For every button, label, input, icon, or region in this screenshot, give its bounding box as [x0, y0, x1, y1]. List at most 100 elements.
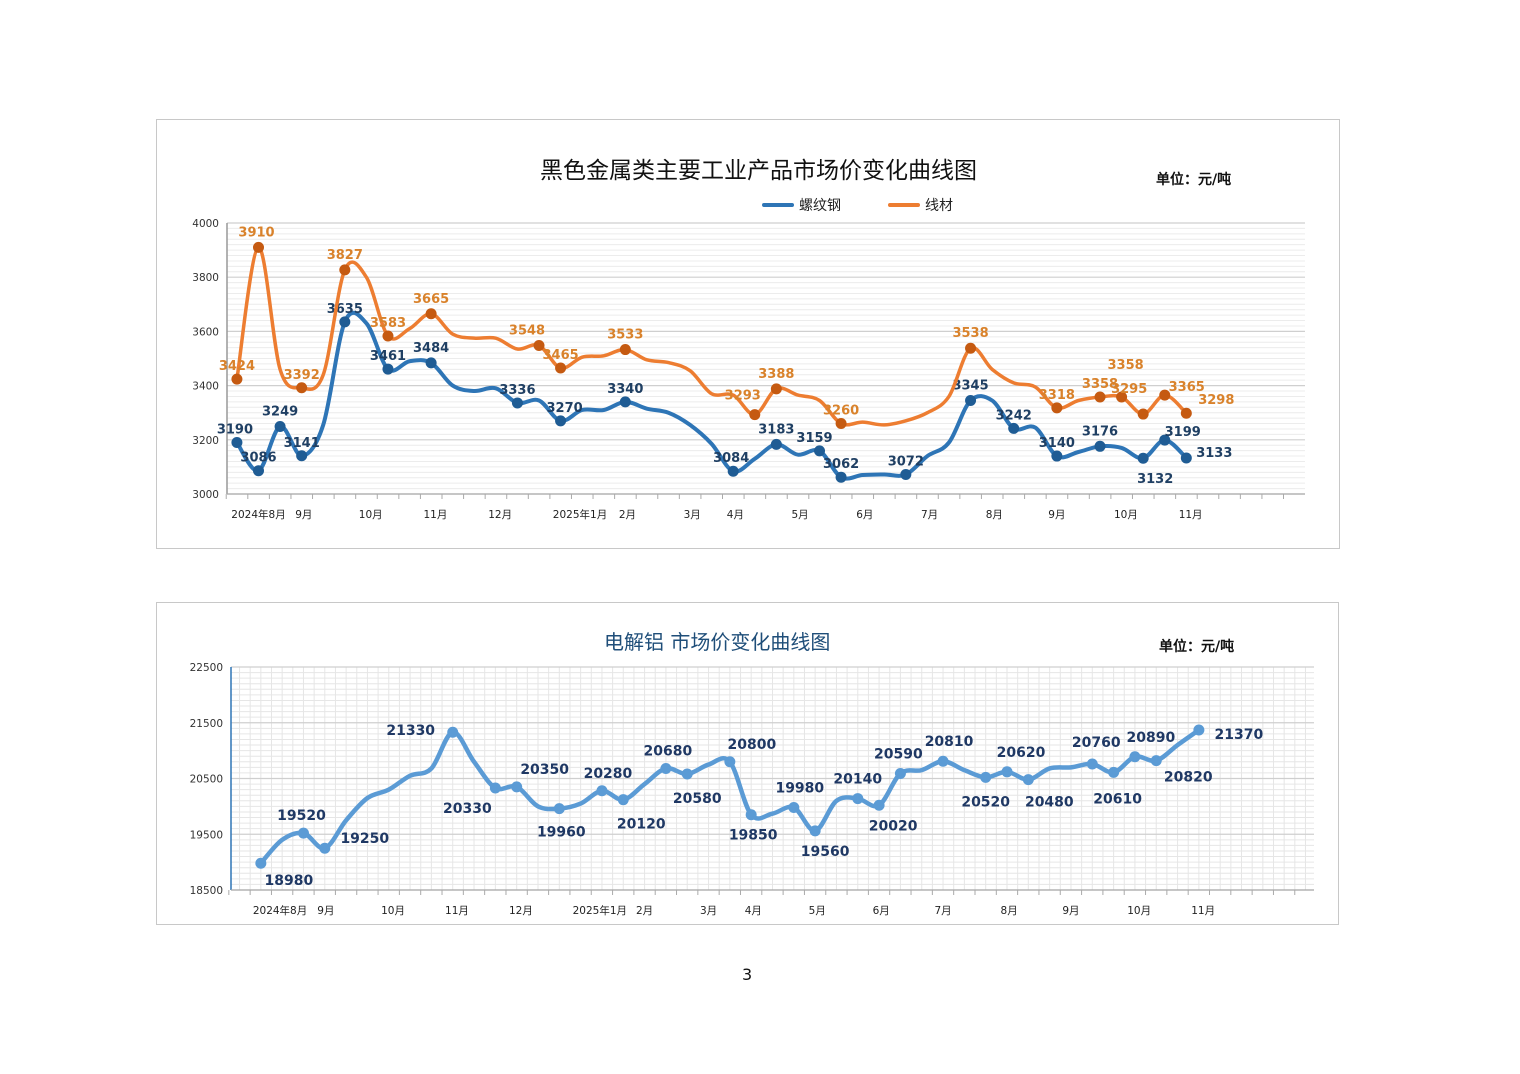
data-point-marker	[1159, 434, 1171, 446]
x-tick-label: 9月	[1048, 509, 1065, 521]
unit-label: 单位：元/吨	[1159, 639, 1235, 655]
data-label: 20020	[869, 818, 918, 834]
data-point-marker	[319, 842, 331, 854]
data-label: 19960	[537, 825, 586, 841]
data-label: 19850	[729, 828, 778, 844]
x-tick-label: 12月	[509, 905, 533, 917]
data-label: 3538	[952, 326, 988, 341]
data-label: 3665	[413, 292, 449, 307]
data-point-marker	[555, 415, 567, 427]
data-point-marker	[1094, 391, 1106, 403]
data-point-marker	[1159, 389, 1171, 401]
data-point-marker	[511, 781, 523, 793]
data-point-marker	[937, 755, 949, 767]
data-point-marker	[617, 794, 629, 806]
data-point-marker	[852, 793, 864, 805]
data-label: 3249	[262, 405, 298, 420]
data-label: 3295	[1111, 382, 1147, 397]
legend-item-wire-rod: 线材	[888, 195, 953, 215]
data-label: 20680	[644, 743, 693, 759]
data-label: 3392	[284, 368, 320, 383]
data-point-marker	[296, 382, 308, 394]
data-label: 20280	[584, 766, 633, 782]
data-label: 3365	[1169, 380, 1205, 395]
data-label: 3242	[996, 408, 1032, 423]
x-tick-label: 5月	[791, 509, 808, 521]
data-point-marker	[1137, 408, 1149, 420]
data-point-marker	[231, 437, 243, 449]
data-point-marker	[1001, 766, 1013, 778]
data-label: 3318	[1039, 388, 1075, 403]
data-label: 3484	[413, 341, 449, 356]
data-point-marker	[724, 756, 736, 768]
data-label: 3910	[238, 225, 274, 240]
data-label: 21370	[1215, 727, 1264, 743]
data-label: 20580	[673, 791, 722, 807]
data-point-marker	[297, 827, 309, 839]
y-tick-label: 3600	[192, 326, 219, 338]
x-tick-label: 12月	[488, 509, 512, 521]
chart-title: 黑色金属类主要工业产品市场价变化曲线图	[540, 158, 977, 184]
x-tick-label: 9月	[295, 509, 312, 521]
data-label: 20890	[1127, 730, 1176, 746]
x-tick-label: 10月	[359, 509, 383, 521]
data-point-marker	[1108, 766, 1120, 778]
data-label: 3336	[499, 383, 535, 398]
legend-swatch-rebar	[762, 203, 794, 207]
data-point-marker	[894, 767, 906, 779]
data-label: 3183	[758, 422, 794, 437]
data-point-marker	[770, 438, 782, 450]
data-label: 3298	[1198, 393, 1234, 408]
data-point-marker	[900, 468, 912, 480]
x-tick-label: 11月	[1179, 509, 1203, 521]
data-point-marker	[489, 782, 501, 794]
data-label: 3159	[796, 431, 832, 446]
y-tick-label: 3400	[192, 381, 219, 393]
x-tick-label: 2025年1月	[553, 508, 607, 521]
x-tick-label: 10月	[381, 905, 405, 917]
data-label: 3132	[1137, 472, 1173, 487]
x-tick-label: 8月	[986, 509, 1003, 521]
data-point-marker	[1129, 751, 1141, 763]
ferrous-metal-chart: 3000 3200 3400 3600 3800 4000 2024年8月 9月 10月 11月 1…	[192, 218, 1305, 521]
x-tick-label: 5月	[809, 905, 826, 917]
x-tick-label: 7月	[921, 509, 938, 521]
data-point-marker	[553, 803, 565, 815]
data-point-marker	[511, 397, 523, 409]
data-label: 3533	[607, 328, 643, 343]
x-tick-label: 6月	[856, 509, 873, 521]
data-label: 20120	[617, 817, 666, 833]
y-tick-label: 21500	[190, 718, 223, 730]
x-tick-label: 11月	[1191, 905, 1215, 917]
aluminum-chart: 18500 19500 20500 21500 22500 2024年8月 9月 10月 11月…	[190, 662, 1314, 917]
data-label: 20620	[997, 745, 1046, 761]
data-point-marker	[253, 465, 265, 477]
data-point-marker	[1137, 452, 1149, 464]
x-tick-label: 6月	[873, 905, 890, 917]
data-point-marker	[425, 308, 437, 320]
page-number: 3	[742, 965, 753, 984]
data-point-marker	[965, 342, 977, 354]
data-point-marker	[596, 785, 608, 797]
data-point-marker	[274, 421, 286, 433]
y-tick-label: 20500	[190, 774, 223, 786]
x-tick-label: 4月	[745, 905, 762, 917]
data-point-marker	[1086, 758, 1098, 770]
data-point-marker	[835, 471, 847, 483]
data-label: 3635	[327, 302, 363, 317]
data-label: 3072	[888, 454, 924, 469]
data-label: 20520	[961, 794, 1010, 810]
data-label: 3140	[1039, 436, 1075, 451]
data-point-marker	[425, 357, 437, 369]
data-label: 3827	[327, 248, 363, 263]
data-point-marker	[1193, 724, 1205, 736]
data-label: 19520	[277, 808, 326, 824]
x-tick-label: 2024年8月	[231, 508, 285, 521]
legend-swatch-wire-rod	[888, 203, 920, 207]
x-tick-label: 10月	[1127, 905, 1151, 917]
data-point-marker	[1094, 440, 1106, 452]
x-tick-label: 11月	[423, 509, 447, 521]
x-tick-label: 2月	[636, 905, 653, 917]
data-label: 19560	[801, 844, 850, 860]
data-point-marker	[382, 330, 394, 342]
